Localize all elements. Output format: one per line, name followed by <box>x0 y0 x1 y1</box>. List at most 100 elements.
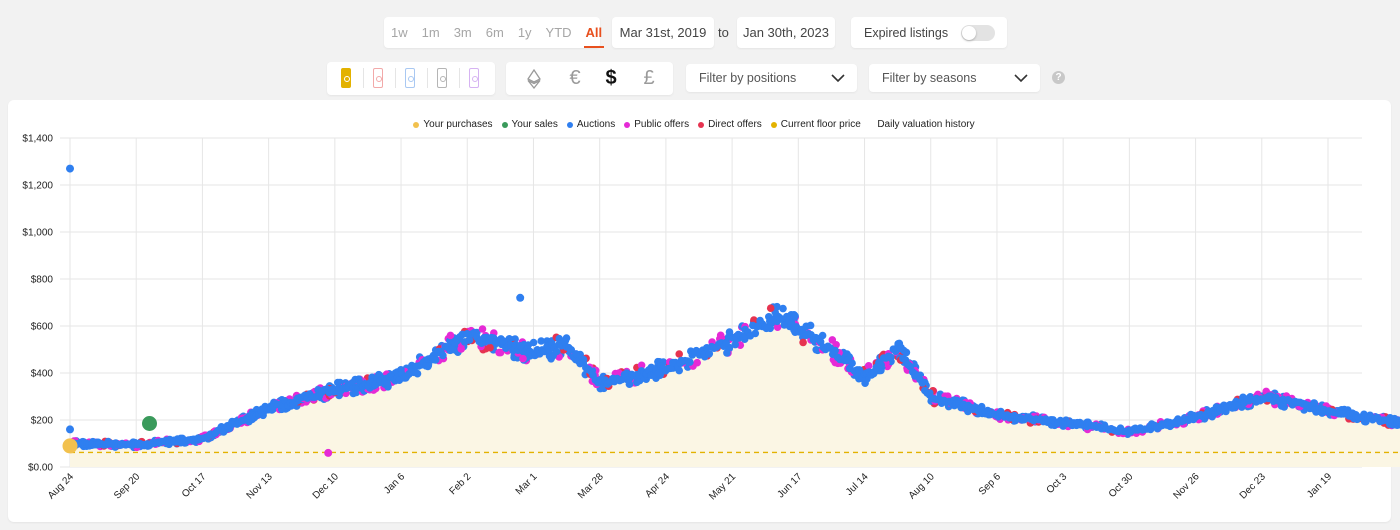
chart-legend: Your purchases Your sales Auctions Public o… <box>0 119 1394 130</box>
scatter-point <box>686 358 694 366</box>
positions-filter-dropdown[interactable]: Filter by positions <box>686 64 857 92</box>
x-tick-label: Nov 26 <box>1172 471 1202 501</box>
x-tick-label: Feb 2 <box>448 471 474 497</box>
ethereum-icon[interactable] <box>520 62 548 95</box>
legend-item[interactable]: Auctions <box>566 119 616 130</box>
scatter-point <box>723 349 731 357</box>
expired-listings-label: Expired listings <box>864 25 949 40</box>
legend-item[interactable]: Your sales <box>501 119 558 130</box>
scatter-point <box>799 338 807 347</box>
x-tick-label: Sep 6 <box>977 471 1004 498</box>
x-tick-label: Jan 19 <box>1305 471 1334 500</box>
range-1w[interactable]: 1w <box>391 25 408 40</box>
legend-label: Current floor price <box>780 119 861 130</box>
card-icon <box>440 76 446 82</box>
super-rare-card-filter[interactable] <box>405 68 415 88</box>
scatter-point <box>552 347 561 356</box>
scatter-point <box>625 380 634 389</box>
seasons-filter-dropdown[interactable]: Filter by seasons <box>869 64 1040 92</box>
x-tick-label: Dec 23 <box>1238 471 1268 501</box>
scatter-point <box>1280 403 1288 411</box>
scatter-point <box>572 350 580 358</box>
x-tick-label: Jan 6 <box>382 471 407 496</box>
limited-card-filter[interactable] <box>341 68 351 88</box>
scatter-point <box>896 344 905 353</box>
range-ytd[interactable]: YTD <box>545 25 572 40</box>
auctions-point <box>66 425 74 434</box>
y-tick-label: $1,200 <box>22 181 53 192</box>
legend-label: Auctions <box>576 119 616 130</box>
x-tick-label: Apr 24 <box>643 471 672 500</box>
legend-dot-icon <box>698 121 705 128</box>
scatter-point <box>446 331 455 340</box>
auctions-point <box>516 293 525 302</box>
legend-label: Daily valuation history <box>877 119 975 130</box>
scatter-point <box>495 348 503 357</box>
scatter-point <box>410 368 418 377</box>
date-from-input[interactable]: Mar 31st, 2019 <box>612 17 714 48</box>
legend-item[interactable]: Public offers <box>624 119 689 130</box>
legend-item[interactable]: Direct offers <box>698 119 762 130</box>
range-selector: 1w 1m 3m 6m 1y YTD All <box>384 17 604 48</box>
scatter-point <box>465 336 474 344</box>
legend-dot-icon <box>413 121 420 128</box>
y-tick-label: $600 <box>31 322 54 333</box>
positions-filter-label: Filter by positions <box>699 71 797 85</box>
scatter-point <box>751 329 760 338</box>
date-to-input[interactable]: Jan 30th, 2023 <box>737 17 835 48</box>
legend-dot-icon <box>770 121 777 128</box>
scatter-point <box>422 362 430 370</box>
currency-eur[interactable]: € <box>569 67 581 89</box>
chevron-down-icon <box>1014 74 1028 83</box>
legend-item[interactable]: Daily valuation history <box>877 119 974 130</box>
scatter-point <box>499 337 508 345</box>
range-6m[interactable]: 6m <box>485 25 504 40</box>
x-tick-label: Oct 30 <box>1107 471 1136 500</box>
rare-card-filter[interactable] <box>373 68 383 88</box>
custom-card-filter[interactable] <box>469 68 479 88</box>
legend-label: Your sales <box>511 119 558 130</box>
scatter-point <box>439 351 447 360</box>
legend-item[interactable]: Your purchases <box>413 119 493 130</box>
currency-gbp[interactable]: £ <box>643 67 655 89</box>
scatter-point <box>537 337 545 345</box>
currency-selector: € $ £ <box>506 62 673 95</box>
card-icon <box>376 76 382 82</box>
your-sales-point <box>142 416 157 431</box>
range-all[interactable]: All <box>582 17 607 48</box>
range-3m[interactable]: 3m <box>453 25 472 40</box>
divider <box>395 68 396 88</box>
scatter-point <box>731 340 739 349</box>
scatter-point <box>763 324 772 332</box>
x-tick-label: Dec 10 <box>311 471 341 501</box>
scatter-point <box>505 335 514 343</box>
range-1m[interactable]: 1m <box>421 25 440 40</box>
y-tick-label: $1,000 <box>22 228 53 239</box>
card-icon <box>408 76 414 82</box>
currency-usd[interactable]: $ <box>605 67 617 89</box>
help-icon[interactable]: ? <box>1052 71 1065 84</box>
scatter-point <box>448 345 457 354</box>
chevron-down-icon <box>831 74 845 83</box>
x-tick-label: Aug 10 <box>907 471 937 501</box>
y-tick-label: $800 <box>31 275 54 286</box>
scatter-point <box>831 346 839 355</box>
seasons-filter-label: Filter by seasons <box>882 71 977 85</box>
scatter-point <box>918 379 927 387</box>
divider <box>427 68 428 88</box>
scatter-point <box>457 345 466 353</box>
scatter-point <box>486 343 494 352</box>
legend-item[interactable]: Current floor price <box>770 119 861 130</box>
scatter-point <box>779 304 787 313</box>
scatter-point <box>766 304 775 313</box>
scatter-point <box>675 350 683 358</box>
expired-listings-toggle[interactable] <box>961 25 995 41</box>
unique-card-filter[interactable] <box>437 68 447 88</box>
range-1y[interactable]: 1y <box>517 25 532 40</box>
x-tick-label: Mar 28 <box>576 471 606 501</box>
scatter-point <box>864 362 873 370</box>
scatter-point <box>832 341 840 349</box>
divider <box>459 68 460 88</box>
y-tick-label: $200 <box>31 416 54 427</box>
divider <box>363 68 364 88</box>
